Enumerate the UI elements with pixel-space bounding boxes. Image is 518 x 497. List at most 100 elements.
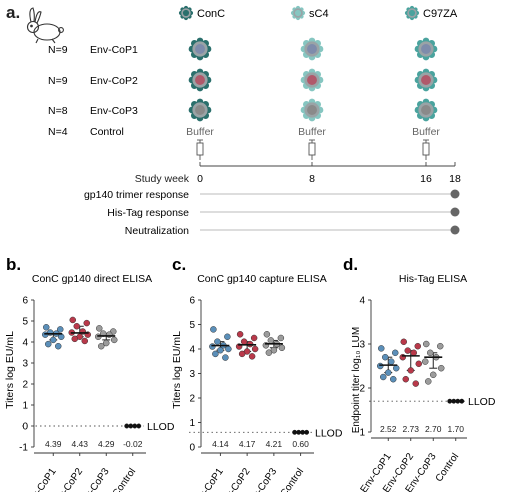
readout-label: gp140 trimer response (84, 189, 189, 201)
data-point (265, 349, 273, 356)
data-point (217, 346, 224, 354)
plot-area: -1 0 1 2 3 4 5 6 Env-CoP1 4.39 Env-CoP2 4.43 Env-CoP… (19, 296, 175, 497)
trimer-icon (404, 5, 420, 21)
immunogen-label: ConC (197, 8, 225, 20)
readout-label: His-Tag response (107, 207, 189, 219)
data-point (98, 342, 105, 350)
median-label: 4.17 (239, 439, 256, 449)
group-n-label: N=8 (48, 105, 68, 117)
immunization-grid: Buffer Buffer Buffer (186, 37, 440, 138)
data-point (42, 331, 49, 338)
data-point (412, 380, 419, 387)
trimer-icon (188, 37, 212, 61)
trimer-icon (290, 5, 306, 21)
data-point (45, 340, 52, 348)
data-point (459, 398, 465, 404)
x-tick-label: Control (279, 466, 307, 492)
chart-panel-d: d. His-Tag ELISA Endpoint titer log₁₀ LU… (343, 255, 496, 496)
data-point (212, 350, 219, 358)
y-tick-label: 2 (189, 394, 195, 405)
week-label: 8 (309, 173, 315, 185)
data-point (81, 337, 88, 345)
syringe-icon (308, 139, 316, 160)
trimer-core (421, 44, 431, 54)
y-tick-label: 5 (189, 320, 195, 331)
data-point (278, 344, 286, 352)
data-point (214, 338, 221, 345)
readout-dot (450, 189, 460, 199)
buffer-label: Buffer (186, 126, 214, 138)
rabbit-icon (26, 7, 64, 44)
data-point (43, 324, 50, 331)
trimer-core (294, 9, 302, 17)
trimer-icon (300, 98, 324, 122)
week-label: 16 (420, 173, 432, 185)
group-n-label: N=9 (48, 44, 68, 56)
data-point (407, 367, 414, 374)
data-point (250, 334, 258, 342)
data-point (382, 353, 389, 361)
median-label: -0.02 (123, 439, 143, 449)
data-point (57, 326, 64, 333)
data-point (210, 326, 217, 333)
y-tick-label: 1 (189, 418, 195, 429)
data-point (292, 429, 298, 435)
data-point (430, 371, 437, 379)
median-label: 0.60 (292, 439, 309, 449)
data-point (238, 350, 246, 358)
data-point (438, 364, 445, 372)
y-tick-label: 5 (22, 317, 28, 328)
week-label: 18 (449, 173, 461, 185)
y-tick-label: 0 (189, 443, 195, 454)
y-tick-label: 4 (189, 345, 195, 356)
y-tick-label: 4 (22, 338, 28, 349)
y-axis-label: Titers log EU/mL (171, 331, 183, 409)
group-name-label: Env-CoP3 (90, 105, 138, 117)
chart-panel-c: c. ConC gp140 capture ELISA Titers log E… (171, 255, 343, 497)
syringe-barrel (422, 142, 430, 156)
immunogen-headers: ConC sC4 C97ZA (178, 5, 458, 21)
immunogen-header: C97ZA (404, 5, 458, 21)
y-tick-label: 2 (22, 380, 28, 391)
data-point (404, 347, 411, 354)
trimer-icon (188, 68, 212, 92)
data-point (377, 362, 384, 370)
plot-area: 1234Env-CoP12.52Env-CoP22.73Env-CoP32.70… (359, 296, 496, 496)
data-point (95, 333, 102, 340)
chart-panel-b: b. ConC gp140 direct ELISA Titers log EU… (4, 255, 175, 497)
trimer-core (307, 105, 317, 115)
y-axis-label: Endpoint titer log₁₀ LUM (351, 327, 362, 433)
y-axis-label: Titers log EU/mL (4, 331, 16, 409)
x-tick-label: Env-CoP3 (77, 466, 112, 492)
y-tick-label: 3 (189, 369, 195, 380)
panel-letter: c. (172, 255, 186, 274)
median-label: 4.43 (71, 439, 88, 449)
readout-dot (450, 225, 460, 235)
y-tick-label: 1 (22, 401, 28, 412)
syringe-barrel (196, 142, 204, 156)
data-point (455, 398, 461, 404)
immunogen-header: ConC (178, 5, 225, 21)
y-tick-label: 3 (359, 340, 365, 351)
data-point (96, 325, 103, 332)
syringe-barrel (308, 142, 316, 156)
y-tick-label: 2 (359, 384, 365, 395)
data-point (50, 336, 57, 344)
trimer-core (182, 9, 190, 17)
trimer-core (195, 44, 205, 54)
study-week-label: Study week (135, 173, 190, 185)
y-tick-label: 1 (359, 428, 365, 439)
data-point (400, 338, 407, 346)
data-point (402, 375, 409, 383)
data-point (380, 373, 387, 381)
median-label: 4.14 (212, 439, 229, 449)
study-timeline: Study week 0 8 16 18 (135, 162, 461, 185)
immunogen-header: sC4 (290, 5, 329, 21)
median-label: 1.70 (447, 424, 464, 434)
x-tick-label: Env-CoP1 (191, 466, 226, 492)
chart-title: ConC gp140 direct ELISA (32, 273, 152, 285)
median-label: 4.21 (266, 439, 283, 449)
data-point (111, 336, 118, 344)
data-point (128, 423, 134, 429)
median-label: 2.73 (402, 424, 419, 434)
